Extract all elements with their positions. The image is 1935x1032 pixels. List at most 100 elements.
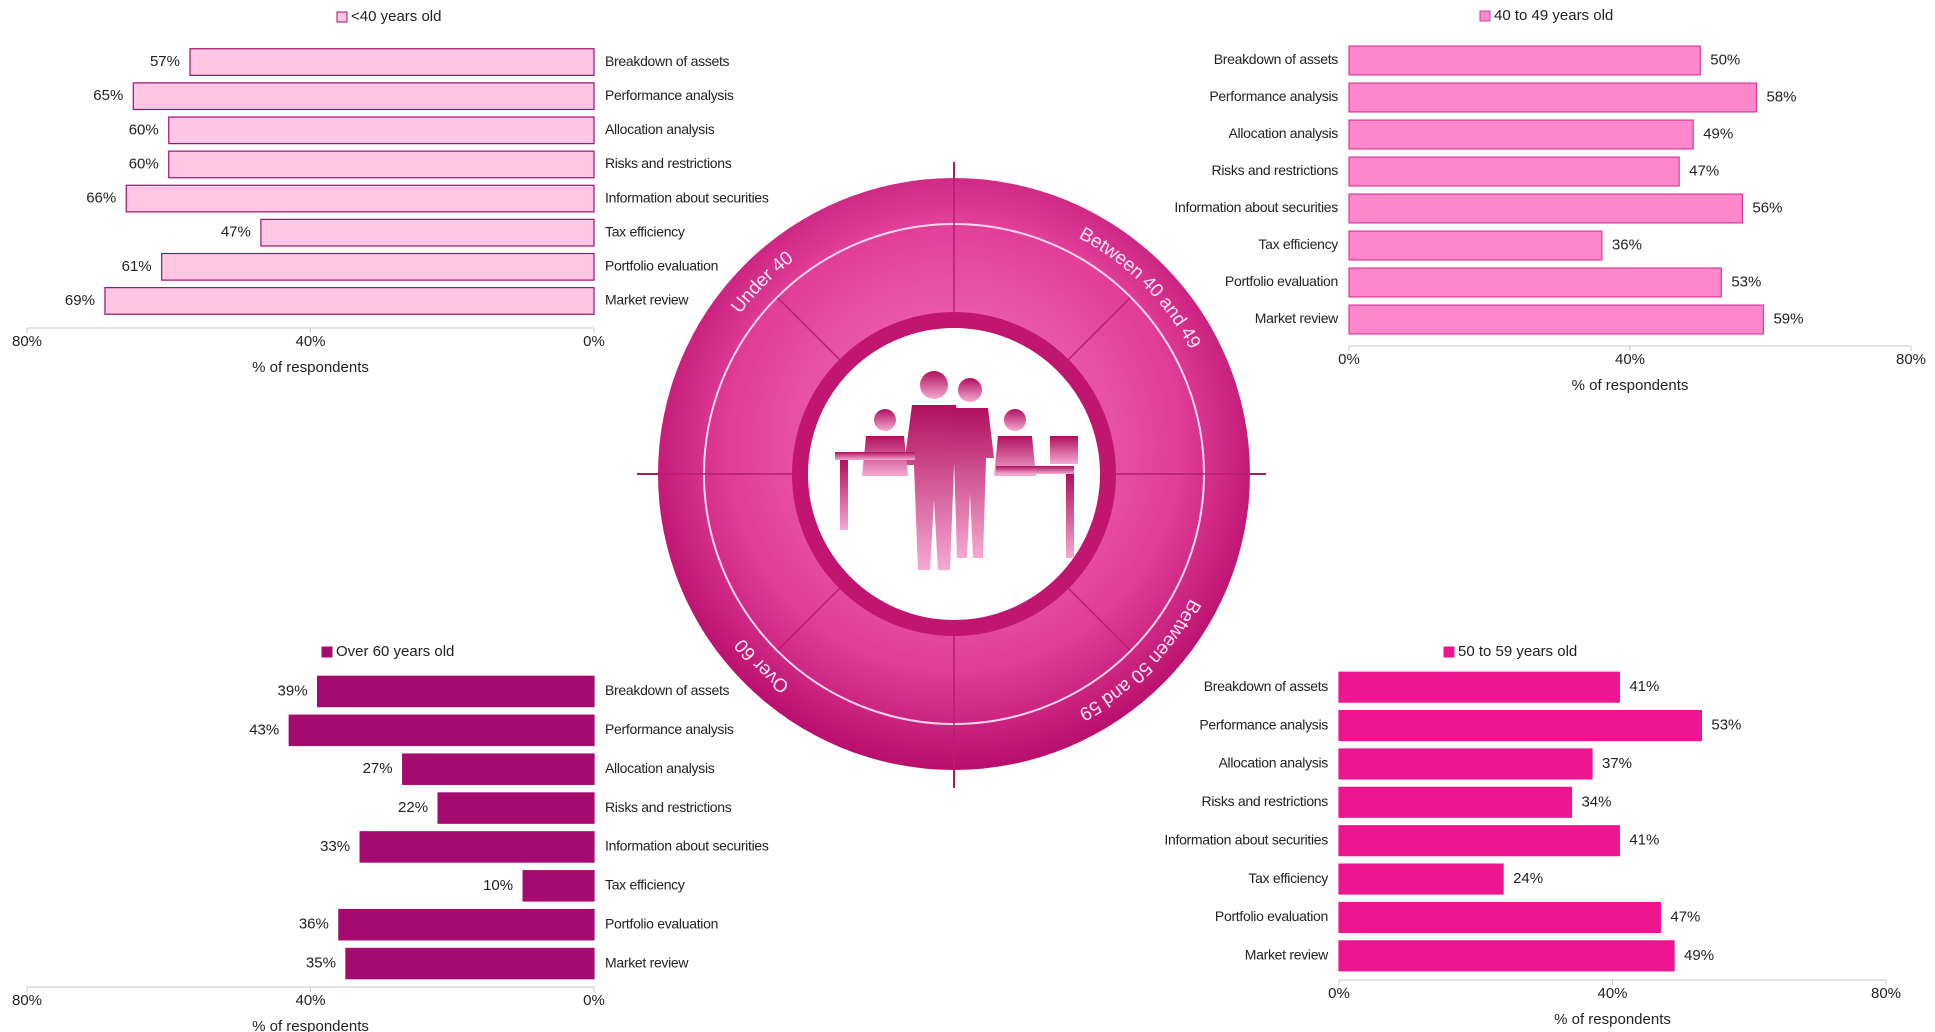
category-label: Market review (1245, 947, 1329, 963)
value-label: 47% (221, 224, 251, 241)
bar (1338, 940, 1675, 972)
category-label: Portfolio evaluation (605, 258, 718, 274)
bar (402, 753, 595, 785)
value-label: 69% (65, 292, 95, 309)
inner-disc (808, 328, 1100, 620)
legend-label: 40 to 49 years old (1494, 7, 1613, 24)
bar (132, 82, 595, 111)
category-label: Allocation analysis (1219, 755, 1329, 771)
x-tick-label: 40% (295, 333, 325, 350)
value-label: 65% (93, 87, 123, 104)
value-label: 36% (299, 916, 329, 933)
value-label: 37% (1602, 755, 1632, 772)
x-tick-label: 0% (583, 333, 605, 350)
legend-swatch (1479, 10, 1491, 22)
category-label: Breakdown of assets (1214, 51, 1339, 67)
value-label: 24% (1513, 870, 1543, 887)
category-label: Tax efficiency (605, 223, 685, 239)
bar (1348, 230, 1603, 261)
x-tick-label: 0% (1338, 351, 1360, 368)
category-label: Allocation analysis (605, 760, 715, 776)
bar (161, 252, 595, 281)
legend-label: Over 60 years old (336, 643, 454, 660)
value-label: 66% (86, 190, 116, 207)
value-label: 60% (129, 155, 159, 172)
value-label: 34% (1581, 793, 1611, 810)
bar (1348, 193, 1743, 224)
x-tick-label: 0% (583, 992, 605, 1009)
value-label: 49% (1703, 125, 1733, 142)
bar-chart: 40 to 49 years old 50% Breakdown of assets… (1174, 7, 1926, 394)
x-tick-label: 40% (295, 992, 325, 1009)
category-label: Information about securities (1174, 199, 1338, 215)
bar (1338, 825, 1620, 857)
legend-swatch (1443, 646, 1455, 658)
center-graphic (637, 162, 1266, 788)
bar (437, 792, 595, 824)
value-label: 22% (398, 799, 428, 816)
category-label: Information about securities (605, 189, 769, 205)
bar (345, 947, 595, 980)
bar (1348, 45, 1701, 76)
value-label: 61% (122, 258, 152, 275)
category-label: Risks and restrictions (605, 155, 732, 171)
category-label: Information about securities (605, 838, 769, 854)
value-label: 53% (1731, 273, 1761, 290)
category-label: Information about securities (1164, 831, 1328, 847)
bar (260, 218, 595, 247)
bar (1338, 671, 1620, 703)
bar-chart: 50 to 59 years old 41% Breakdown of assets… (1164, 643, 1901, 1028)
value-label: 58% (1766, 88, 1796, 105)
bar (1338, 901, 1661, 934)
category-label: Performance analysis (605, 721, 734, 737)
value-label: 33% (320, 838, 350, 855)
category-label: Breakdown of assets (605, 682, 730, 698)
value-label: 60% (129, 121, 159, 138)
category-label: Portfolio evaluation (1215, 908, 1328, 924)
x-axis-title: % of respondents (252, 1018, 369, 1032)
bar (1348, 82, 1758, 113)
category-label: Risks and restrictions (605, 799, 732, 815)
category-label: Portfolio evaluation (1225, 273, 1338, 289)
x-axis-title: % of respondents (252, 359, 369, 376)
x-tick-label: 80% (1896, 351, 1926, 368)
category-label: Risks and restrictions (1212, 162, 1339, 178)
value-label: 39% (278, 682, 308, 699)
x-tick-label: 40% (1597, 985, 1627, 1002)
value-label: 41% (1629, 832, 1659, 849)
bar (168, 150, 595, 179)
x-tick-label: 40% (1615, 351, 1645, 368)
x-axis-title: % of respondents (1572, 377, 1689, 394)
category-label: Breakdown of assets (1204, 678, 1329, 694)
x-tick-label: 80% (12, 992, 42, 1009)
category-label: Market review (1255, 310, 1339, 326)
value-label: 59% (1773, 310, 1803, 327)
bar (1338, 863, 1504, 895)
value-label: 53% (1711, 717, 1741, 734)
legend-label: <40 years old (351, 8, 441, 25)
x-axis-title: % of respondents (1554, 1011, 1671, 1028)
category-label: Risks and restrictions (1202, 793, 1329, 809)
bar-chart: Over 60 years old 39% Breakdown of assets 4… (12, 643, 769, 1032)
legend-swatch (336, 11, 348, 23)
bar (125, 184, 595, 213)
bar (1348, 304, 1765, 335)
people-silhouette (835, 371, 1078, 570)
category-label: Breakdown of assets (605, 53, 730, 69)
value-label: 47% (1670, 908, 1700, 925)
value-label: 49% (1684, 947, 1714, 964)
value-label: 36% (1612, 236, 1642, 253)
bar (1338, 709, 1702, 742)
bar (1348, 119, 1694, 150)
value-label: 56% (1752, 199, 1782, 216)
bar (168, 116, 595, 145)
category-label: Allocation analysis (605, 121, 715, 137)
category-label: Tax efficiency (1248, 870, 1328, 886)
bar (338, 908, 595, 941)
value-label: 41% (1629, 678, 1659, 695)
value-label: 50% (1710, 51, 1740, 68)
category-label: Allocation analysis (1229, 125, 1339, 141)
category-label: Performance analysis (605, 87, 734, 103)
ring-dividers (658, 178, 1250, 770)
